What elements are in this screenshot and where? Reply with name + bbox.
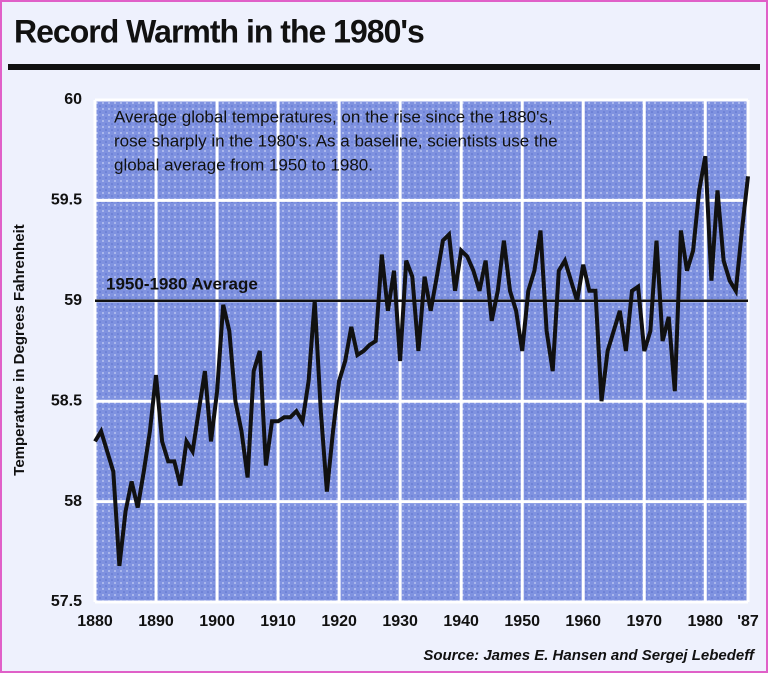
x-tick-label: 1900 [199, 613, 235, 630]
y-tick-label: 58 [64, 493, 82, 510]
y-tick-label: 59 [64, 292, 82, 309]
x-tick-label: 1910 [260, 613, 296, 630]
chart-title: Record Warmth in the 1980's [14, 13, 424, 49]
data-line [93, 155, 750, 567]
title-rule [8, 64, 760, 70]
annotation: global average from 1950 to 1980. [114, 155, 373, 174]
y-tick-label: 57.5 [51, 593, 82, 610]
annotation: rose sharply in the 1980's. As a baselin… [114, 131, 558, 150]
x-tick-label: 1890 [138, 613, 174, 630]
source: Source: James E. Hansen and Sergej Lebed… [423, 647, 756, 664]
x-tick-label: '87 [737, 613, 759, 630]
y-axis-label: Temperature in Degrees Fahrenheit [11, 224, 28, 475]
x-tick-label: 1960 [565, 613, 601, 630]
plot-area [95, 100, 748, 602]
reference-label: 1950-1980 Average [106, 274, 258, 293]
x-tick-label: 1950 [504, 613, 540, 630]
annotation: Average global temperatures, on the rise… [114, 107, 553, 126]
y-tick-label: 58.5 [51, 392, 82, 409]
x-tick-label: 1980 [687, 613, 723, 630]
x-tick-label: 1880 [77, 613, 113, 630]
x-tick-label: 1940 [443, 613, 479, 630]
x-tick-label: 1930 [382, 613, 418, 630]
x-tick-label: 1970 [626, 613, 662, 630]
x-tick-label: 1920 [321, 613, 357, 630]
y-tick-label: 60 [64, 91, 82, 108]
y-tick-label: 59.5 [51, 192, 82, 209]
